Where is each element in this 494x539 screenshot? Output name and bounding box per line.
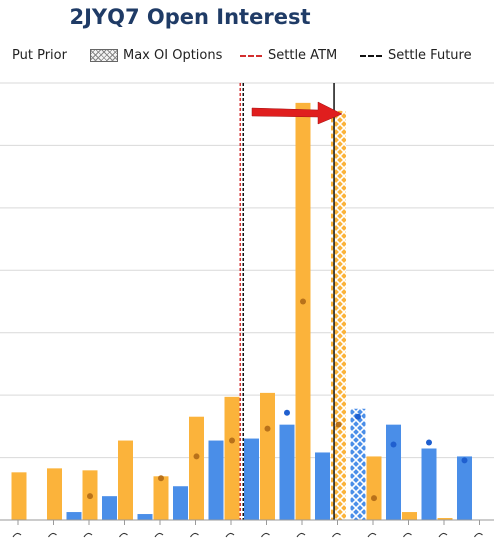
x-tick-label-fragment — [367, 532, 377, 538]
put-bar-12 — [402, 512, 417, 520]
put-bar-6 — [189, 416, 204, 520]
put-prior-dot-3 — [87, 493, 93, 500]
call-prior-dot-11 — [355, 413, 361, 420]
red-dash-swatch-icon — [240, 54, 262, 57]
call-bar-14 — [457, 456, 472, 520]
legend-label-max-oi: Max OI Options — [123, 48, 223, 63]
call-bar-3 — [66, 512, 82, 520]
hatch-swatch-icon — [90, 49, 118, 62]
x-tick-label-fragment — [438, 532, 448, 538]
put-bar-9 — [295, 102, 311, 520]
put-bar-13 — [437, 518, 453, 520]
settle-lines — [239, 83, 335, 520]
put-prior-dot-5 — [158, 475, 164, 482]
black-dash-swatch-icon — [360, 54, 382, 57]
legend-settle-future: Settle Future — [360, 48, 472, 63]
call-prior-dot-13 — [426, 439, 432, 446]
x-tick-label-fragment — [154, 532, 164, 538]
x-tick-label-fragment — [225, 532, 235, 538]
max-oi-put-bar-10 — [331, 110, 346, 521]
put-bar-4 — [118, 440, 133, 520]
max-oi-call-bar-11 — [350, 408, 366, 520]
x-tick-label-fragment — [48, 532, 57, 538]
put-prior-dot-11 — [371, 495, 377, 502]
put-bar-2 — [47, 468, 62, 520]
call-prior-dot-12 — [390, 441, 397, 448]
call-prior-dot-9 — [284, 409, 290, 416]
call-bar-7 — [208, 440, 224, 520]
call-prior-dot-14 — [461, 457, 468, 464]
legend-max-oi: Max OI Options — [90, 48, 222, 63]
x-tick-label-fragment — [332, 532, 341, 538]
call-bar-12 — [386, 424, 401, 520]
put-bar-7 — [224, 396, 240, 520]
call-bar-6 — [173, 486, 188, 520]
x-tick-label-fragment — [119, 532, 128, 538]
put-bar-8 — [260, 392, 275, 520]
x-tick-label-fragment — [474, 532, 483, 538]
chart-legend: Put Prior Max OI Options Settle ATM Sett… — [0, 48, 494, 70]
call-bar-4 — [102, 496, 117, 520]
x-tick-label-fragment — [83, 532, 93, 538]
legend-put-prior: Put Prior — [12, 48, 67, 63]
call-bar-5 — [137, 514, 153, 520]
x-axis — [0, 519, 494, 538]
legend-settle-atm: Settle ATM — [240, 48, 337, 63]
put-prior-dot-6 — [193, 453, 200, 460]
call-bar-10 — [315, 452, 330, 520]
put-bar-5 — [153, 476, 169, 520]
chart-title: 2JYQ7 Open Interest — [69, 5, 311, 29]
x-tick-label-fragment — [12, 532, 22, 538]
put-prior-dot-8 — [264, 425, 271, 432]
annotations — [251, 101, 343, 125]
put-bar-1 — [11, 472, 27, 520]
x-tick-label-fragment — [261, 532, 270, 538]
put-prior-dot-7 — [229, 437, 235, 444]
put-bar-11 — [366, 456, 382, 520]
legend-label-settle-future: Settle Future — [388, 48, 472, 63]
prior-dots — [87, 298, 468, 502]
x-tick-label-fragment — [190, 532, 199, 538]
legend-label-settle-atm: Settle ATM — [268, 48, 338, 63]
legend-label-put-prior: Put Prior — [12, 48, 67, 63]
x-tick-label-fragment — [403, 532, 412, 538]
put-prior-dot-10 — [335, 421, 342, 428]
call-bar-13 — [421, 448, 437, 520]
x-tick-label-fragment — [296, 532, 306, 538]
put-prior-dot-9 — [300, 298, 306, 305]
call-bar-9 — [279, 424, 295, 520]
call-bar-8 — [244, 438, 259, 520]
annotation-arrow — [251, 101, 343, 125]
